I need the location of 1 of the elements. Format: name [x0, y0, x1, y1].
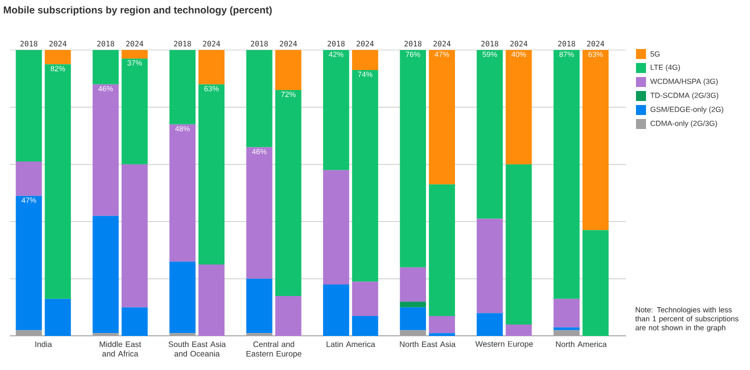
chart-title: Mobile subscriptions by region and technology (percent): [4, 6, 272, 16]
